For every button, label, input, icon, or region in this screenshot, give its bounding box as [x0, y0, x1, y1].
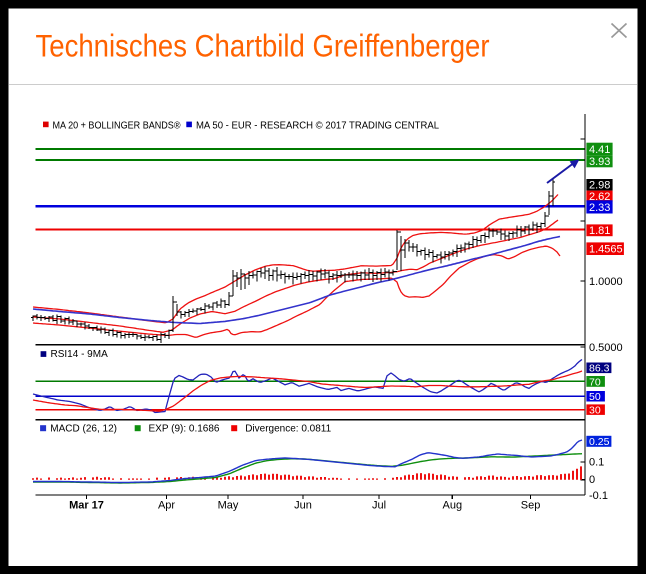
- svg-text:Mar 17: Mar 17: [69, 500, 104, 512]
- svg-text:MACD (26, 12): MACD (26, 12): [50, 423, 117, 434]
- svg-text:0.5000: 0.5000: [589, 342, 623, 354]
- svg-text:MA 50 - EUR - RESEARCH © 2017: MA 50 - EUR - RESEARCH © 2017 TRADING CE…: [196, 121, 439, 132]
- svg-text:0: 0: [589, 474, 595, 486]
- svg-text:Jul: Jul: [372, 500, 386, 512]
- svg-text:30: 30: [589, 405, 601, 417]
- svg-text:86.3: 86.3: [589, 363, 610, 375]
- svg-text:2.98: 2.98: [589, 180, 610, 192]
- svg-text:1.0000: 1.0000: [589, 276, 623, 288]
- svg-text:Divergence: 0.0811: Divergence: 0.0811: [245, 423, 331, 434]
- svg-text:Apr: Apr: [158, 500, 175, 512]
- svg-text:1.81: 1.81: [589, 225, 610, 237]
- svg-text:50: 50: [589, 391, 601, 403]
- svg-text:4.41: 4.41: [589, 144, 610, 156]
- svg-text:-0.1: -0.1: [589, 490, 608, 502]
- svg-text:RSI14 - 9MA: RSI14 - 9MA: [51, 349, 109, 360]
- svg-text:MA 20 + BOLLINGER BANDS®: MA 20 + BOLLINGER BANDS®: [53, 121, 182, 132]
- svg-text:0.25: 0.25: [589, 436, 610, 448]
- svg-text:Aug: Aug: [443, 500, 463, 512]
- svg-text:May: May: [218, 500, 239, 512]
- svg-text:2.62: 2.62: [589, 191, 610, 203]
- svg-text:Jun: Jun: [294, 500, 312, 512]
- svg-text:3.93: 3.93: [589, 156, 610, 168]
- svg-text:EXP (9): 0.1686: EXP (9): 0.1686: [149, 423, 220, 434]
- svg-text:70: 70: [589, 376, 601, 388]
- svg-text:0.1: 0.1: [589, 457, 604, 469]
- svg-text:2.33: 2.33: [589, 202, 610, 214]
- svg-text:Sep: Sep: [521, 500, 541, 512]
- svg-text:1.4565: 1.4565: [589, 244, 623, 256]
- svg-text:Technisches Chartbild Greiffen: Technisches Chartbild Greiffenberger: [36, 28, 490, 64]
